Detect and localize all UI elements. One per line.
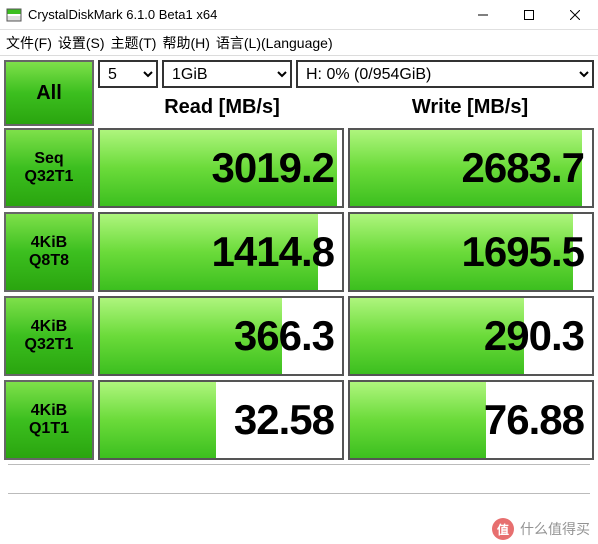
test-size-select[interactable]: 1GiB: [162, 60, 292, 88]
all-button-label: All: [36, 82, 62, 105]
test-button-line1: Seq: [34, 150, 63, 168]
test-button-line1: 4KiB: [31, 402, 67, 420]
menu-help[interactable]: 帮助(H): [162, 33, 209, 53]
read-value-cell: 3019.2: [98, 128, 344, 208]
read-value-cell: 1414.8: [98, 212, 344, 292]
menu-theme[interactable]: 主题(T): [111, 33, 157, 53]
header-read: Read [MB/s]: [98, 90, 346, 124]
selects-row: 5 1GiB H: 0% (0/954GiB): [98, 60, 594, 88]
content-area: All 5 1GiB H: 0% (0/954GiB) Read [MB/s] …: [0, 56, 598, 498]
test-button-4kib-q32t1[interactable]: 4KiBQ32T1: [4, 296, 94, 376]
test-button-line2: Q32T1: [25, 336, 74, 354]
benchmark-row: SeqQ32T13019.22683.7: [4, 128, 594, 208]
maximize-button[interactable]: [506, 0, 552, 29]
menu-language[interactable]: 语言(L)(Language): [216, 33, 333, 53]
test-button-4kib-q8t8[interactable]: 4KiBQ8T8: [4, 212, 94, 292]
watermark-icon: 值: [492, 518, 514, 540]
menubar: 文件(F) 设置(S) 主题(T) 帮助(H) 语言(L)(Language): [0, 30, 598, 56]
read-value: 1414.8: [100, 214, 342, 290]
read-value: 32.58: [100, 382, 342, 458]
test-button-line1: 4KiB: [31, 318, 67, 336]
all-button[interactable]: All: [4, 60, 94, 126]
write-value-cell: 290.3: [348, 296, 594, 376]
test-button-line2: Q32T1: [25, 168, 74, 186]
test-button-line2: Q1T1: [29, 420, 69, 438]
read-value: 366.3: [100, 298, 342, 374]
test-button-line2: Q8T8: [29, 252, 69, 270]
menu-file[interactable]: 文件(F): [6, 33, 52, 53]
read-value: 3019.2: [100, 130, 342, 206]
status-bar: [8, 464, 590, 494]
watermark-text: 什么值得买: [520, 519, 590, 539]
minimize-button[interactable]: [460, 0, 506, 29]
header-write: Write [MB/s]: [346, 90, 594, 124]
window-title: CrystalDiskMark 6.1.0 Beta1 x64: [28, 7, 460, 22]
right-controls: 5 1GiB H: 0% (0/954GiB) Read [MB/s] Writ…: [98, 60, 594, 126]
controls-row: All 5 1GiB H: 0% (0/954GiB) Read [MB/s] …: [4, 60, 594, 126]
test-count-select[interactable]: 5: [98, 60, 158, 88]
close-button[interactable]: [552, 0, 598, 29]
window-controls: [460, 0, 598, 29]
test-button-4kib-q1t1[interactable]: 4KiBQ1T1: [4, 380, 94, 460]
window-titlebar: CrystalDiskMark 6.1.0 Beta1 x64: [0, 0, 598, 30]
write-value: 76.88: [350, 382, 592, 458]
benchmark-row: 4KiBQ1T132.5876.88: [4, 380, 594, 460]
write-value-cell: 1695.5: [348, 212, 594, 292]
benchmark-row: 4KiBQ8T81414.81695.5: [4, 212, 594, 292]
write-value-cell: 2683.7: [348, 128, 594, 208]
write-value-cell: 76.88: [348, 380, 594, 460]
test-button-seq-q32t1[interactable]: SeqQ32T1: [4, 128, 94, 208]
benchmark-row: 4KiBQ32T1366.3290.3: [4, 296, 594, 376]
watermark: 值 什么值得买: [492, 518, 590, 540]
write-value: 1695.5: [350, 214, 592, 290]
drive-select[interactable]: H: 0% (0/954GiB): [296, 60, 594, 88]
menu-settings[interactable]: 设置(S): [58, 33, 105, 53]
read-value-cell: 32.58: [98, 380, 344, 460]
write-value: 2683.7: [350, 130, 592, 206]
app-icon: [6, 7, 22, 23]
write-value: 290.3: [350, 298, 592, 374]
test-button-line1: 4KiB: [31, 234, 67, 252]
column-headers: Read [MB/s] Write [MB/s]: [98, 90, 594, 124]
benchmark-rows: SeqQ32T13019.22683.74KiBQ8T81414.81695.5…: [4, 128, 594, 460]
read-value-cell: 366.3: [98, 296, 344, 376]
